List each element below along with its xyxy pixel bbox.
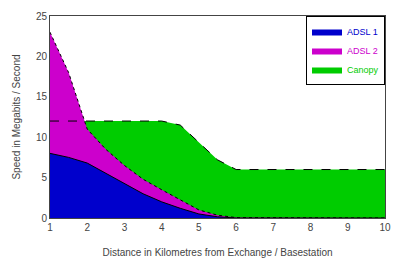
svg-text:15: 15 bbox=[36, 91, 48, 102]
svg-text:1: 1 bbox=[47, 222, 53, 233]
svg-text:8: 8 bbox=[308, 222, 314, 233]
svg-text:9: 9 bbox=[345, 222, 351, 233]
svg-text:Speed in Megabits / Second: Speed in Megabits / Second bbox=[11, 54, 22, 179]
svg-text:4: 4 bbox=[159, 222, 165, 233]
svg-text:10: 10 bbox=[379, 222, 391, 233]
svg-text:6: 6 bbox=[233, 222, 239, 233]
svg-text:25: 25 bbox=[36, 11, 48, 22]
svg-text:10: 10 bbox=[36, 132, 48, 143]
svg-text:ADSL 2: ADSL 2 bbox=[347, 46, 378, 56]
svg-text:Canopy: Canopy bbox=[347, 65, 379, 75]
svg-text:Distance in Kilometres from Ex: Distance in Kilometres from Exchange / B… bbox=[102, 247, 332, 258]
svg-text:20: 20 bbox=[36, 51, 48, 62]
svg-text:0: 0 bbox=[41, 213, 47, 224]
svg-text:7: 7 bbox=[271, 222, 277, 233]
svg-text:5: 5 bbox=[41, 172, 47, 183]
svg-text:ADSL 1: ADSL 1 bbox=[347, 27, 378, 37]
svg-text:3: 3 bbox=[122, 222, 128, 233]
svg-text:2: 2 bbox=[84, 222, 90, 233]
svg-text:5: 5 bbox=[196, 222, 202, 233]
